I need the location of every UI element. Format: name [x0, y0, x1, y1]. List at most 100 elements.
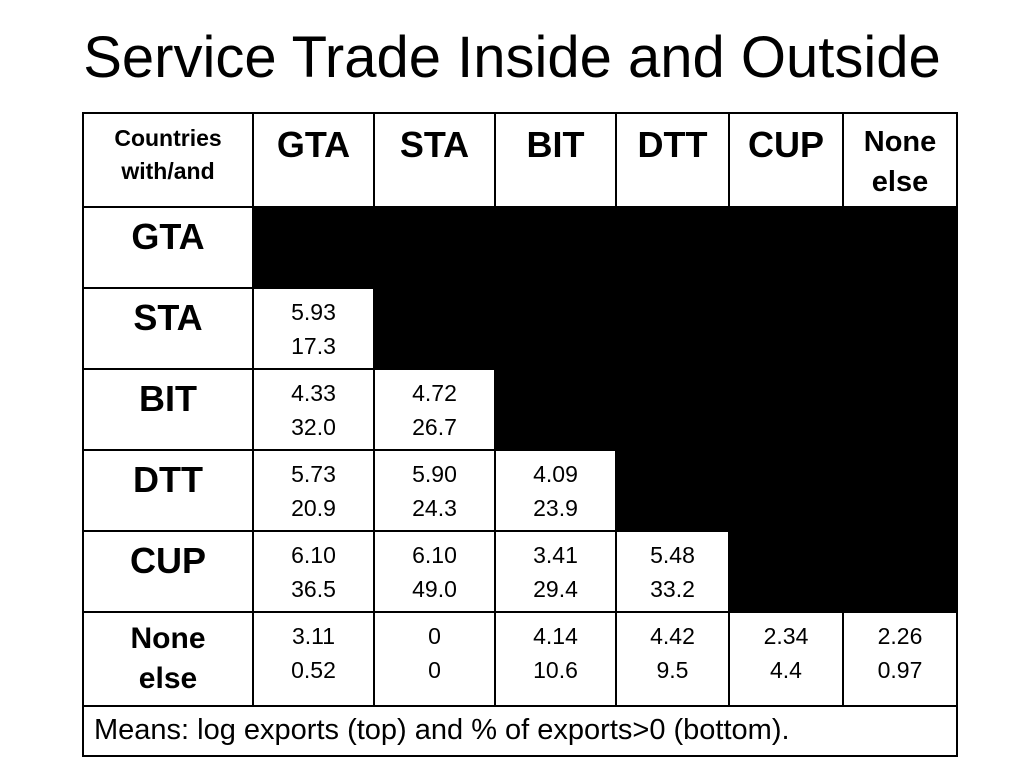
pct-exports-value: 29.4 — [533, 576, 578, 602]
col-header-label: BIT — [526, 124, 585, 165]
blank-cell — [842, 530, 958, 613]
data-cell: 4.14 10.6 — [494, 611, 617, 707]
log-exports-value: 3.41 — [533, 542, 578, 568]
blank-cell — [494, 287, 617, 370]
pct-exports-value: 0 — [428, 657, 441, 683]
pct-exports-value: 36.5 — [291, 576, 336, 602]
pct-exports-value: 24.3 — [412, 495, 457, 521]
blank-cell — [494, 368, 617, 451]
blank-cell — [252, 206, 375, 289]
row-header-none-else: None else — [82, 611, 254, 707]
log-exports-value: 0 — [428, 623, 441, 649]
log-exports-value: 4.33 — [291, 380, 336, 406]
log-exports-value: 2.26 — [877, 623, 923, 649]
data-cell: 4.09 23.9 — [494, 449, 617, 532]
log-exports-value: 5.48 — [650, 542, 695, 568]
blank-cell — [842, 449, 958, 532]
blank-cell — [615, 206, 730, 289]
row-header-label: None else — [130, 622, 206, 695]
row-header-label: BIT — [139, 378, 197, 419]
table-row-dtt: DTT 5.73 20.9 5.90 24.3 4.09 23.9 — [82, 449, 958, 532]
data-cell: 5.90 24.3 — [373, 449, 496, 532]
footnote-cell: Means: log exports (top) and % of export… — [82, 705, 958, 757]
data-cell: 3.41 29.4 — [494, 530, 617, 613]
pct-exports-value: 9.5 — [656, 657, 689, 683]
blank-cell — [842, 206, 958, 289]
col-header-label: DTT — [637, 124, 708, 165]
slide-title: Service Trade Inside and Outside — [83, 25, 941, 90]
data-cell: 5.93 17.3 — [252, 287, 375, 370]
data-cell: 2.26 0.97 — [842, 611, 958, 707]
col-header-label: CUP — [747, 124, 824, 165]
pct-exports-value: 4.4 — [770, 657, 802, 683]
row-header-label: GTA — [131, 216, 205, 257]
table-row-gta: GTA — [82, 206, 958, 289]
corner-label: Countries with/and — [114, 125, 222, 184]
data-cell: 5.73 20.9 — [252, 449, 375, 532]
col-header-bit: BIT — [494, 112, 617, 208]
blank-cell — [728, 530, 844, 613]
blank-cell — [373, 287, 496, 370]
row-header-cup: CUP — [82, 530, 254, 613]
pct-exports-value: 23.9 — [533, 495, 578, 521]
log-exports-value: 4.42 — [650, 623, 695, 649]
blank-cell — [842, 368, 958, 451]
row-header-dtt: DTT — [82, 449, 254, 532]
log-exports-value: 3.11 — [291, 623, 336, 649]
data-cell: 3.11 0.52 — [252, 611, 375, 707]
col-header-label: STA — [399, 124, 470, 165]
log-exports-value: 4.14 — [533, 623, 578, 649]
pct-exports-value: 10.6 — [533, 657, 578, 683]
blank-cell — [728, 449, 844, 532]
blank-cell — [615, 287, 730, 370]
table-row-cup: CUP 6.10 36.5 6.10 49.0 3.41 29.4 5.48 33.2 — [82, 530, 958, 613]
table-row-sta: STA 5.93 17.3 — [82, 287, 958, 370]
data-cell: 4.42 9.5 — [615, 611, 730, 707]
pct-exports-value: 0.52 — [291, 657, 336, 683]
blank-cell — [615, 449, 730, 532]
pct-exports-value: 17.3 — [291, 333, 336, 359]
data-cell: 6.10 49.0 — [373, 530, 496, 613]
col-header-dtt: DTT — [615, 112, 730, 208]
pct-exports-value: 32.0 — [291, 414, 336, 440]
col-header-label: GTA — [276, 124, 351, 165]
pct-exports-value: 26.7 — [412, 414, 457, 440]
log-exports-value: 6.10 — [412, 542, 457, 568]
blank-cell — [842, 287, 958, 370]
row-header-sta: STA — [82, 287, 254, 370]
log-exports-value: 4.09 — [533, 461, 578, 487]
col-header-sta: STA — [373, 112, 496, 208]
row-header-label: DTT — [133, 459, 203, 500]
corner-cell: Countries with/and — [82, 112, 254, 208]
pct-exports-value: 0.97 — [877, 657, 923, 683]
blank-cell — [728, 206, 844, 289]
row-header-gta: GTA — [82, 206, 254, 289]
log-exports-value: 5.90 — [412, 461, 457, 487]
data-cell: 2.34 4.4 — [728, 611, 844, 707]
table-row-bit: BIT 4.33 32.0 4.72 26.7 — [82, 368, 958, 451]
log-exports-value: 4.72 — [412, 380, 457, 406]
col-header-gta: GTA — [252, 112, 375, 208]
row-header-bit: BIT — [82, 368, 254, 451]
col-header-none-else: None else — [842, 112, 958, 208]
data-cell: 6.10 36.5 — [252, 530, 375, 613]
log-exports-value: 5.73 — [291, 461, 336, 487]
footnote-row: Means: log exports (top) and % of export… — [82, 705, 958, 757]
pct-exports-value: 20.9 — [291, 495, 336, 521]
trade-table: Countries with/and GTA STA BIT DTT CUP N… — [82, 112, 958, 757]
pct-exports-value: 49.0 — [412, 576, 457, 602]
blank-cell — [615, 368, 730, 451]
col-header-label: None else — [863, 126, 937, 198]
blank-cell — [373, 206, 496, 289]
data-cell: 5.48 33.2 — [615, 530, 730, 613]
blank-cell — [728, 287, 844, 370]
blank-cell — [494, 206, 617, 289]
header-row: Countries with/and GTA STA BIT DTT CUP N… — [82, 112, 958, 208]
footnote: Means: log exports (top) and % of export… — [94, 714, 790, 746]
row-header-label: STA — [133, 297, 203, 338]
data-cell: 4.72 26.7 — [373, 368, 496, 451]
log-exports-value: 6.10 — [291, 542, 336, 568]
